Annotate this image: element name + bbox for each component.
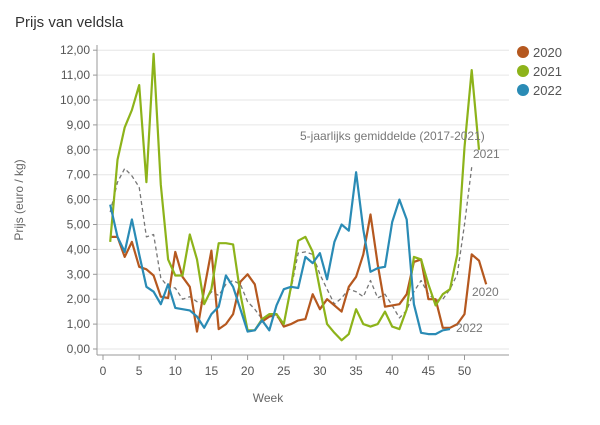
x-tick-label: 0 <box>100 364 107 378</box>
y-tick-label: 1,00 <box>67 317 91 331</box>
series-line-2020 <box>110 213 488 333</box>
legend-item-2020[interactable]: 2020 <box>517 45 562 60</box>
y-tick-label: 0,00 <box>67 342 91 356</box>
legend-marker <box>517 46 529 58</box>
chart-title: Prijs van veldsla <box>15 14 124 31</box>
y-tick-label: 12,00 <box>60 43 90 57</box>
series-end-label: 2020 <box>472 285 499 299</box>
series-line-2022 <box>109 171 451 336</box>
series-end-label: 5-jaarlijks gemiddelde (2017-2021) <box>300 129 485 143</box>
x-tick-label: 20 <box>241 364 255 378</box>
legend-item-2022[interactable]: 2022 <box>517 83 562 98</box>
y-tick-label: 7,00 <box>67 168 91 182</box>
x-tick-label: 25 <box>277 364 291 378</box>
y-tick-label: 2,00 <box>67 292 91 306</box>
legend-marker <box>517 84 529 96</box>
x-tick-label: 50 <box>458 364 472 378</box>
series-end-label: 2022 <box>456 321 483 335</box>
y-tick-label: 3,00 <box>67 267 91 281</box>
series-line-2021 <box>109 52 481 342</box>
legend-item-2021[interactable]: 2021 <box>517 64 562 79</box>
x-tick-label: 15 <box>205 364 219 378</box>
y-tick-label: 6,00 <box>67 193 91 207</box>
y-tick-label: 4,00 <box>67 242 91 256</box>
x-axis-label: Week <box>253 391 284 405</box>
x-tick-label: 10 <box>169 364 183 378</box>
y-tick-label: 5,00 <box>67 218 91 232</box>
y-tick-label: 10,00 <box>60 93 90 107</box>
x-tick-label: 40 <box>386 364 400 378</box>
legend-label: 2021 <box>533 64 562 79</box>
x-tick-label: 45 <box>422 364 436 378</box>
legend-marker <box>517 65 529 77</box>
y-tick-label: 8,00 <box>67 143 91 157</box>
legend-label: 2022 <box>533 83 562 98</box>
y-tick-label: 11,00 <box>61 68 90 82</box>
y-tick-label: 9,00 <box>67 118 91 132</box>
x-tick-label: 30 <box>313 364 327 378</box>
x-tick-label: 35 <box>349 364 363 378</box>
y-axis-label: Prijs (euro / kg) <box>12 159 26 240</box>
x-tick-label: 5 <box>136 364 143 378</box>
series-end-label: 2021 <box>473 147 500 161</box>
legend-label: 2020 <box>533 45 562 60</box>
